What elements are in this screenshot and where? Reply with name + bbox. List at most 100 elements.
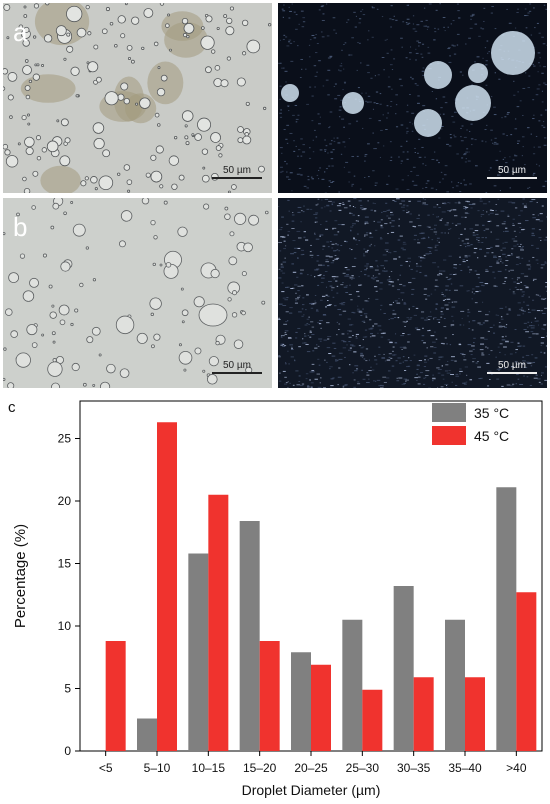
texture-speck — [333, 137, 335, 139]
texture-speck — [363, 274, 367, 276]
texture-speck — [452, 20, 455, 22]
texture-speck — [390, 26, 392, 28]
texture-speck — [499, 150, 501, 152]
texture-speck — [319, 234, 324, 236]
texture-speck — [407, 365, 411, 367]
texture-speck — [496, 368, 501, 370]
texture-speck — [385, 202, 388, 204]
texture-speck — [532, 217, 536, 219]
texture-speck — [304, 333, 306, 335]
texture-speck — [313, 276, 316, 278]
texture-speck — [366, 267, 368, 269]
texture-speck — [303, 231, 306, 233]
texture-speck — [438, 207, 441, 209]
texture-speck — [546, 332, 547, 334]
texture-speck — [302, 17, 306, 19]
texture-speck — [514, 128, 518, 130]
texture-speck — [342, 201, 344, 203]
texture-speck — [366, 101, 369, 103]
oil-droplet — [201, 26, 205, 30]
texture-speck — [375, 298, 379, 300]
texture-speck — [362, 378, 366, 380]
texture-speck — [416, 265, 419, 267]
texture-speck — [446, 372, 451, 374]
texture-speck — [343, 68, 345, 70]
texture-speck — [292, 240, 296, 242]
texture-speck — [310, 274, 312, 276]
texture-speck — [328, 127, 330, 129]
legend-swatch — [432, 403, 466, 422]
texture-speck — [409, 58, 411, 60]
bar-35c — [342, 619, 363, 751]
texture-speck — [282, 10, 286, 12]
texture-speck — [422, 237, 426, 239]
texture-speck — [451, 115, 454, 117]
texture-speck — [485, 228, 490, 230]
texture-speck — [425, 182, 428, 184]
texture-speck — [455, 185, 459, 187]
texture-speck — [531, 199, 536, 201]
texture-speck — [301, 26, 305, 28]
texture-speck — [519, 226, 522, 228]
texture-speck — [362, 346, 365, 348]
oil-droplet — [231, 184, 237, 190]
texture-speck — [331, 355, 336, 357]
oil-droplet — [22, 39, 30, 47]
texture-speck — [431, 239, 434, 241]
texture-speck — [449, 202, 451, 204]
texture-speck — [321, 199, 323, 201]
texture-speck — [415, 59, 417, 61]
texture-speck — [379, 93, 382, 95]
texture-speck — [364, 177, 366, 179]
texture-speck — [342, 385, 347, 387]
texture-speck — [513, 245, 517, 247]
texture-speck — [297, 257, 299, 259]
texture-speck — [296, 173, 300, 175]
texture-speck — [429, 357, 433, 359]
texture-speck — [372, 132, 374, 134]
texture-speck — [505, 227, 508, 229]
texture-speck — [413, 354, 416, 356]
texture-speck — [510, 385, 514, 387]
texture-speck — [417, 152, 419, 154]
texture-speck — [374, 182, 378, 184]
texture-speck — [391, 69, 394, 71]
texture-speck — [446, 143, 449, 145]
texture-speck — [333, 140, 336, 142]
texture-speck — [479, 349, 484, 351]
texture-speck — [462, 382, 465, 384]
oil-droplet — [58, 304, 70, 316]
texture-speck — [299, 273, 303, 275]
texture-speck — [474, 61, 476, 63]
texture-speck — [278, 206, 280, 208]
texture-speck — [311, 256, 313, 258]
texture-speck — [379, 237, 382, 239]
texture-speck — [458, 344, 462, 346]
texture-speck — [435, 189, 438, 191]
texture-speck — [436, 319, 441, 321]
oil-droplet — [31, 205, 36, 210]
oil-droplet — [29, 277, 39, 288]
oil-droplet — [265, 210, 269, 215]
texture-speck — [529, 362, 533, 364]
texture-speck — [467, 160, 471, 162]
x-tick-label: 35–40 — [448, 761, 482, 775]
texture-speck — [405, 132, 408, 134]
oil-droplet — [91, 326, 101, 336]
texture-speck — [282, 344, 285, 346]
texture-speck — [334, 305, 337, 307]
oil-droplet — [4, 149, 11, 156]
texture-speck — [392, 313, 397, 315]
texture-speck — [395, 360, 398, 362]
texture-speck — [461, 354, 466, 356]
texture-speck — [318, 169, 320, 171]
texture-speck — [541, 125, 544, 127]
texture-speck — [522, 168, 525, 170]
texture-speck — [443, 295, 446, 297]
texture-speck — [318, 9, 321, 11]
texture-speck — [540, 336, 545, 338]
texture-speck — [304, 335, 307, 337]
texture-speck — [517, 342, 520, 344]
texture-speck — [477, 210, 480, 212]
texture-speck — [512, 383, 515, 385]
